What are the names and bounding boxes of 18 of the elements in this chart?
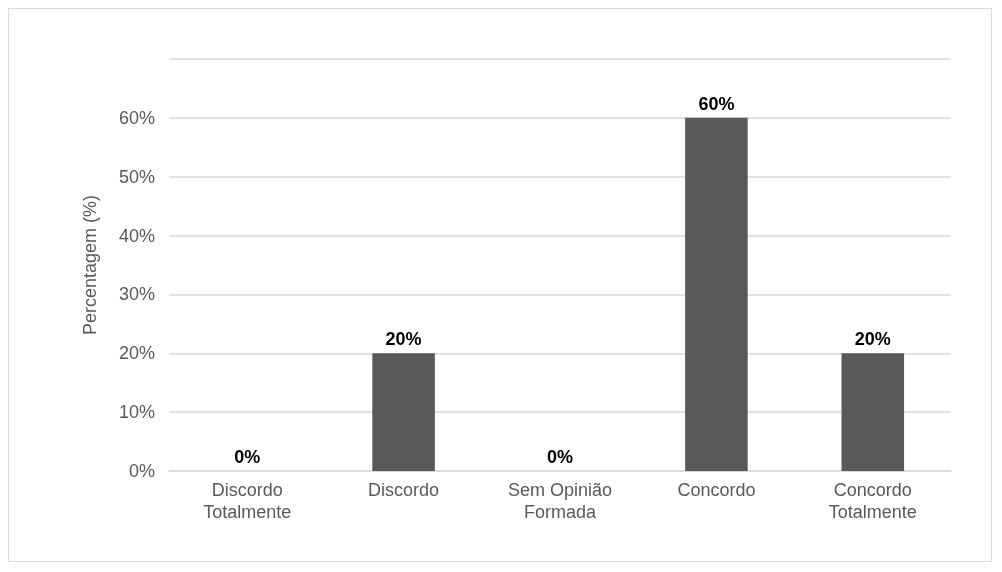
x-tick-label: Sem Opinião Formada [507,480,613,522]
y-axis-title: Percentagem (%) [80,194,100,336]
y-tick-label: 20% [118,343,155,364]
x-tick-label: Discordo Totalmente [203,480,292,522]
y-tick-label: 40% [118,225,155,246]
data-label: 0% [546,447,574,467]
x-tick-label: Concordo Totalmente [828,480,917,522]
data-label: 60% [698,93,735,114]
data-label: 20% [854,329,891,350]
y-tick-label: 10% [118,402,155,423]
data-label: 0% [234,447,261,467]
x-tick-label: Discordo [368,480,440,500]
data-label: 20% [385,329,422,350]
y-tick-label: 0% [128,461,155,481]
y-tick-label: 60% [118,107,155,128]
y-tick-label: 50% [118,166,155,187]
x-tick-label: Concordo [677,480,756,500]
y-tick-label: 30% [118,284,155,305]
